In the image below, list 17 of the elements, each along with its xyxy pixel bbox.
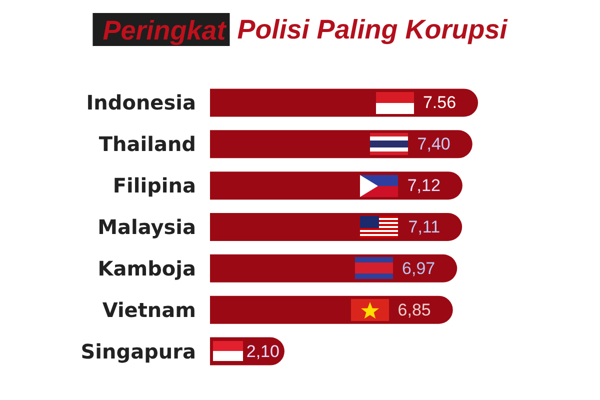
data-label: 2,10 [246, 342, 280, 361]
data-label: 7,40 [417, 134, 450, 154]
y-tick-label: Singapura [80, 339, 196, 364]
data-label: 7,11 [408, 218, 440, 236]
y-tick-label: Vietnam [102, 298, 196, 322]
y-tick-label: Malaysia [98, 215, 196, 239]
chart-title: Peringkat Polisi Paling Korupsi [102, 14, 508, 46]
y-tick-label: Indonesia [86, 90, 196, 115]
y-tick-label: Kamboja [98, 256, 196, 280]
bar [210, 172, 462, 200]
y-tick-label: Filipina [112, 174, 196, 198]
data-label: 6,85 [398, 300, 431, 320]
data-label: 6,97 [402, 258, 436, 278]
bar [210, 88, 478, 117]
data-label: 7.56 [422, 93, 456, 112]
data-label: 7,12 [407, 176, 440, 196]
y-tick-label: Thailand [98, 132, 196, 156]
